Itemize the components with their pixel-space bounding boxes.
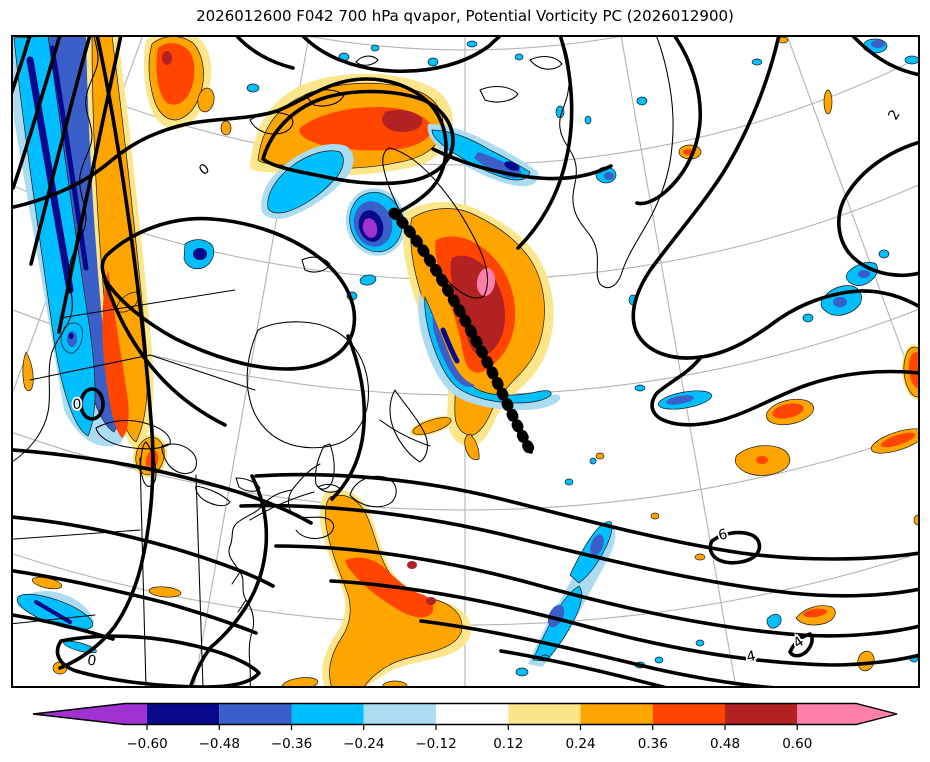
- figure-title: 2026012600 F042 700 hPa qvapor, Potentia…: [196, 7, 734, 25]
- colorbar-tick-label: 0.12: [493, 736, 523, 752]
- contour-label: 0: [73, 397, 82, 413]
- colorbar-tick-label: −0.48: [199, 736, 240, 752]
- colorbar-tick-label: 0.36: [638, 736, 668, 752]
- colorbar-segment: [147, 703, 220, 725]
- colorbar-tick-label: −0.60: [126, 736, 167, 752]
- colorbar-segment: [725, 703, 798, 725]
- pv-contours: [11, 35, 920, 688]
- colorbar-segment: [797, 703, 897, 725]
- colorbar-segment: [508, 703, 581, 725]
- colorbar-segment: [652, 703, 725, 725]
- colorbar-segment: [219, 703, 292, 725]
- colorbar-segment: [33, 703, 147, 725]
- colorbar-tick-label: −0.24: [343, 736, 384, 752]
- colorbar-segment: [580, 703, 653, 725]
- colorbar: −0.60 −0.48 −0.36 −0.24 −0.12 0.12 0.24 0.36 0.4…: [32, 702, 898, 752]
- colorbar-segment: [363, 703, 436, 725]
- map-frame: [11, 35, 920, 688]
- colorbar-tick-label: −0.36: [271, 736, 312, 752]
- colorbar-segment: [291, 703, 364, 725]
- colorbar-outline: [32, 702, 898, 726]
- colorbar-tick-label: −0.12: [415, 736, 456, 752]
- colorbar-segment: [436, 703, 509, 725]
- colorbar-tick-label: 0.48: [710, 736, 740, 752]
- colorbar-tick-label: 0.24: [565, 736, 595, 752]
- colorbar-tick-label: 0.60: [782, 736, 812, 752]
